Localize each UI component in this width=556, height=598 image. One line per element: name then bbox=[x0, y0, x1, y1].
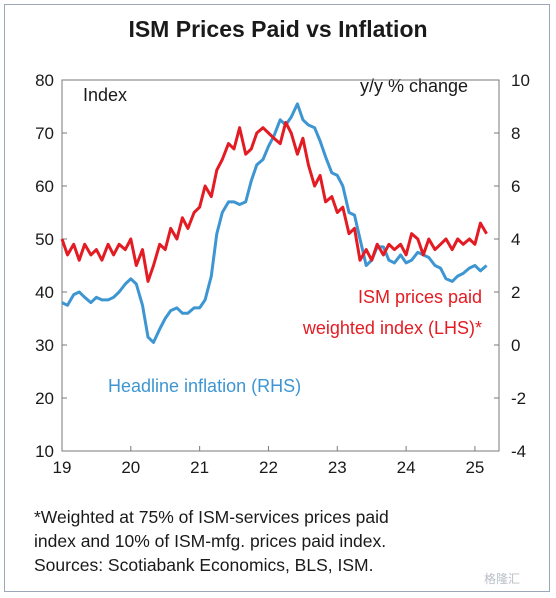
right-tick-label: -2 bbox=[511, 389, 526, 408]
footnote-line-3: Sources: Scotiabank Economics, BLS, ISM. bbox=[34, 555, 374, 575]
x-tick-label: 20 bbox=[121, 458, 140, 477]
chart-title: ISM Prices Paid vs Inflation bbox=[128, 16, 427, 42]
right-axis-ticks: -4 -2 0 2 4 6 8 10 bbox=[494, 71, 530, 461]
right-tick-label: 0 bbox=[511, 336, 520, 355]
chart: ISM Prices Paid vs Inflation Index y/y %… bbox=[35, 16, 530, 477]
left-tick-label: 30 bbox=[35, 336, 54, 355]
left-tick-label: 60 bbox=[35, 177, 54, 196]
x-tick-label: 24 bbox=[397, 458, 416, 477]
x-tick-label: 22 bbox=[259, 458, 278, 477]
left-tick-label: 80 bbox=[35, 71, 54, 90]
blue-series-annotation: Headline inflation (RHS) bbox=[108, 376, 301, 396]
right-tick-label: 8 bbox=[511, 124, 520, 143]
left-tick-label: 70 bbox=[35, 124, 54, 143]
left-axis-ticks: 10 20 30 40 50 60 70 80 bbox=[35, 71, 67, 461]
footnote-line-2: index and 10% of ISM-mfg. prices paid in… bbox=[34, 531, 387, 551]
footnote: *Weighted at 75% of ISM-services prices … bbox=[34, 505, 534, 577]
series-line-headline-inflation bbox=[61, 102, 488, 344]
right-tick-label: 2 bbox=[511, 283, 520, 302]
x-tick-label: 23 bbox=[328, 458, 347, 477]
right-tick-label: 4 bbox=[511, 230, 520, 249]
red-series-annotation-2: weighted index (LHS)* bbox=[302, 318, 482, 338]
right-axis-label: y/y % change bbox=[360, 76, 468, 96]
x-tick-label: 21 bbox=[190, 458, 209, 477]
red-series-annotation-1: ISM prices paid bbox=[358, 287, 482, 307]
right-tick-label: 6 bbox=[511, 177, 520, 196]
plot-area bbox=[61, 79, 500, 452]
series-line-ism-prices-paid bbox=[60, 120, 488, 283]
footnote-line-1: *Weighted at 75% of ISM-services prices … bbox=[34, 507, 389, 527]
right-tick-label: -4 bbox=[511, 442, 526, 461]
chart-frame bbox=[4, 4, 550, 592]
x-tick-label: 25 bbox=[465, 458, 484, 477]
left-axis-label: Index bbox=[83, 85, 127, 105]
left-tick-label: 20 bbox=[35, 389, 54, 408]
watermark: 格隆汇 bbox=[484, 572, 521, 586]
left-tick-label: 50 bbox=[35, 230, 54, 249]
right-tick-label: 10 bbox=[511, 71, 530, 90]
x-tick-label: 19 bbox=[53, 458, 72, 477]
left-tick-label: 10 bbox=[35, 442, 54, 461]
x-axis-ticks: 19 20 21 22 23 24 25 bbox=[53, 446, 484, 477]
left-tick-label: 40 bbox=[35, 283, 54, 302]
